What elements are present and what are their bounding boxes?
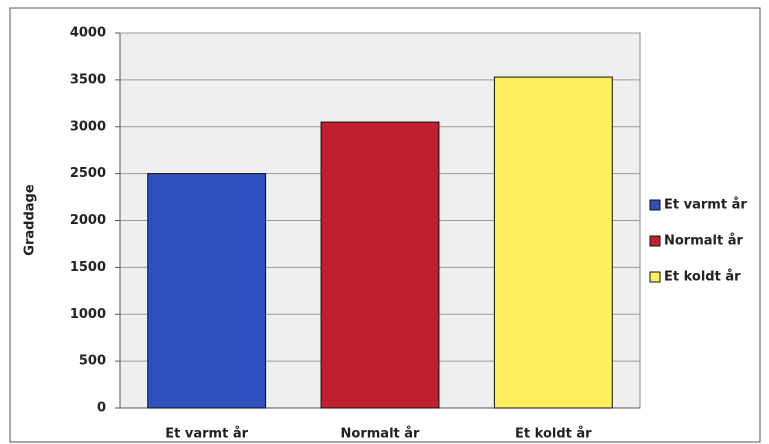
y-tick-label: 2000: [70, 213, 106, 228]
legend-swatch: [649, 235, 661, 247]
x-tick-label: Normalt år: [341, 427, 421, 442]
legend-swatch: [649, 271, 661, 283]
y-axis-label: Graddage: [23, 184, 38, 256]
legend-swatch: [649, 199, 661, 211]
y-tick-label: 4000: [70, 26, 106, 41]
bar: [320, 121, 440, 409]
x-tick-label: Et koldt år: [515, 427, 592, 442]
bar: [493, 76, 613, 409]
y-tick-label: 1000: [70, 307, 106, 322]
legend-label: Normalt år: [664, 234, 744, 249]
y-tick-label: 3000: [70, 119, 106, 134]
y-tick-label: 500: [79, 354, 106, 369]
legend-label: Et koldt år: [664, 270, 741, 285]
y-tick-label: 2500: [70, 166, 106, 181]
y-tick-label: 3500: [70, 72, 106, 87]
y-tick-label: 1500: [70, 260, 106, 275]
x-tick-label: Et varmt år: [165, 427, 248, 442]
legend-label: Et varmt år: [664, 198, 747, 213]
bar: [147, 173, 267, 409]
y-tick-label: 0: [97, 401, 106, 416]
